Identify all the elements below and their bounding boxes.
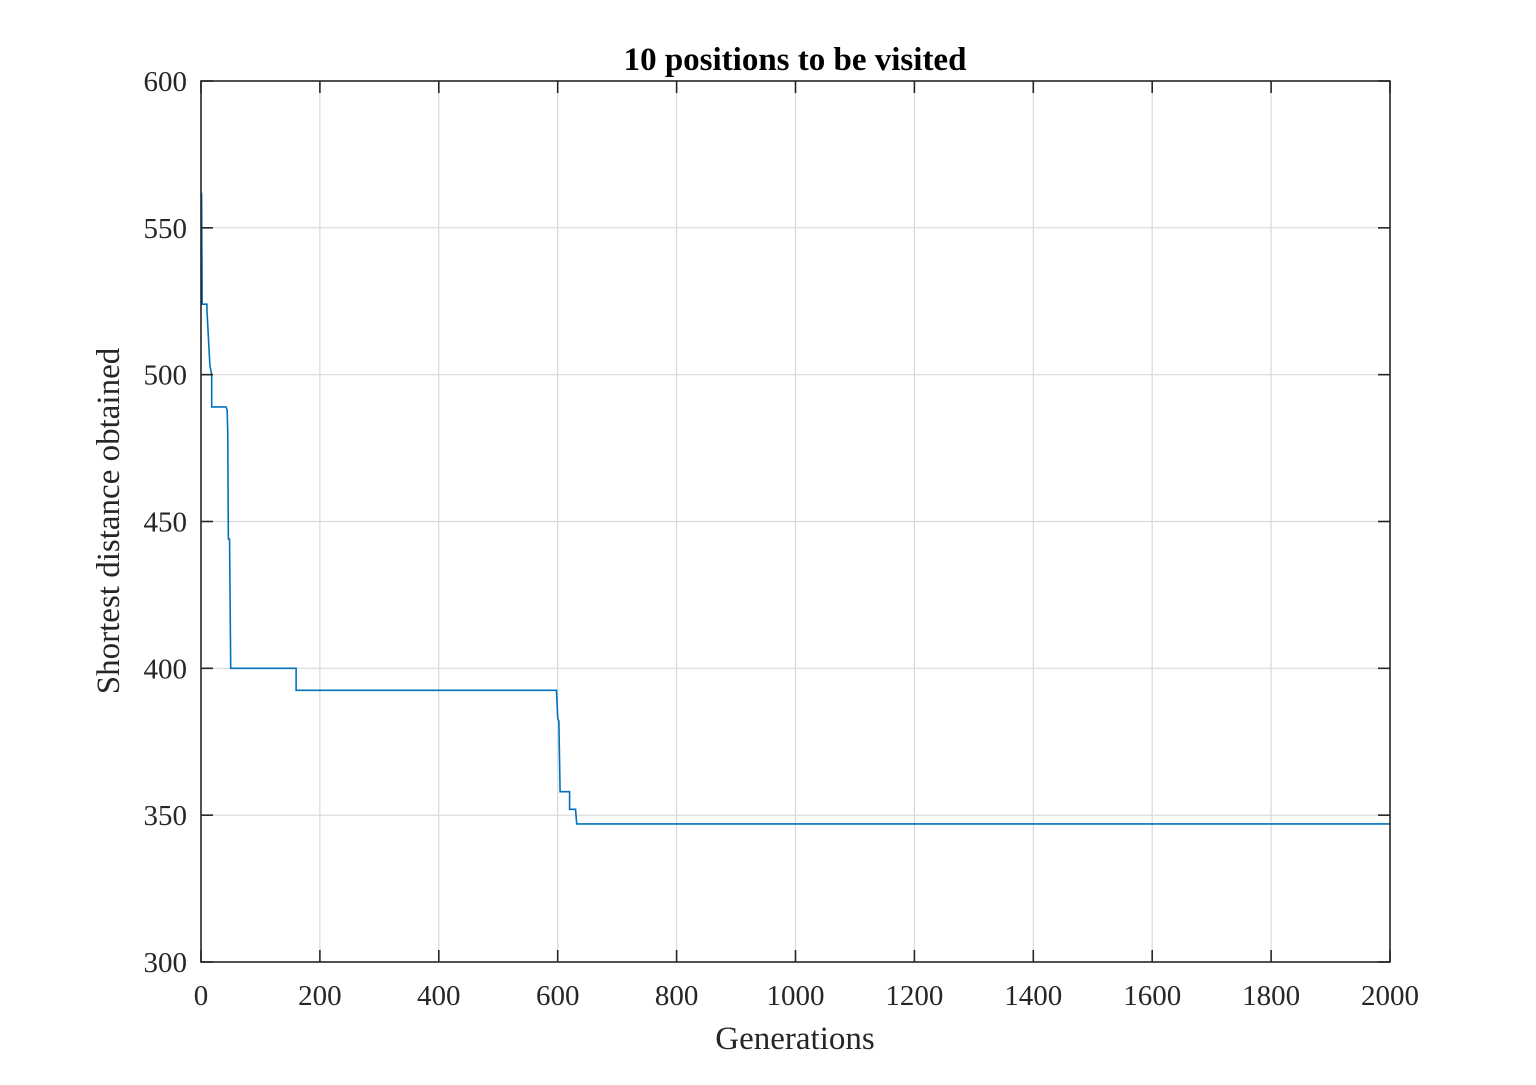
x-tick-label: 1400	[1004, 980, 1062, 1012]
series-line	[200, 192, 1390, 825]
series-layer	[200, 192, 1390, 825]
x-tick-label: 0	[194, 980, 209, 1012]
x-tick-label: 200	[298, 980, 342, 1012]
y-tick-label: 600	[144, 66, 188, 98]
x-tick-label: 1200	[885, 980, 943, 1012]
y-tick-label: 400	[144, 653, 188, 685]
tick-layer: 0 200 400 600 800 1000 1200 1400 1600 1800 2000 300…	[144, 66, 1420, 1012]
x-tick-label: 600	[536, 980, 580, 1012]
y-tick-label: 550	[144, 213, 188, 245]
x-tick-label: 800	[655, 980, 699, 1012]
chart-title: 10 positions to be visited	[624, 42, 967, 78]
y-tick-label: 450	[144, 507, 188, 539]
y-tick-label: 350	[144, 800, 188, 832]
x-axis-label: Generations	[715, 1021, 874, 1057]
x-tick-label: 400	[417, 980, 461, 1012]
y-axis-label: Shortest distance obtained	[91, 347, 127, 694]
grid-layer	[201, 81, 1390, 962]
x-tick-label: 1800	[1242, 980, 1300, 1012]
y-tick-label: 300	[144, 947, 188, 979]
x-tick-label: 1600	[1123, 980, 1181, 1012]
x-tick-label: 1000	[767, 980, 825, 1012]
y-tick-label: 500	[144, 360, 188, 392]
x-tick-label: 2000	[1361, 980, 1419, 1012]
